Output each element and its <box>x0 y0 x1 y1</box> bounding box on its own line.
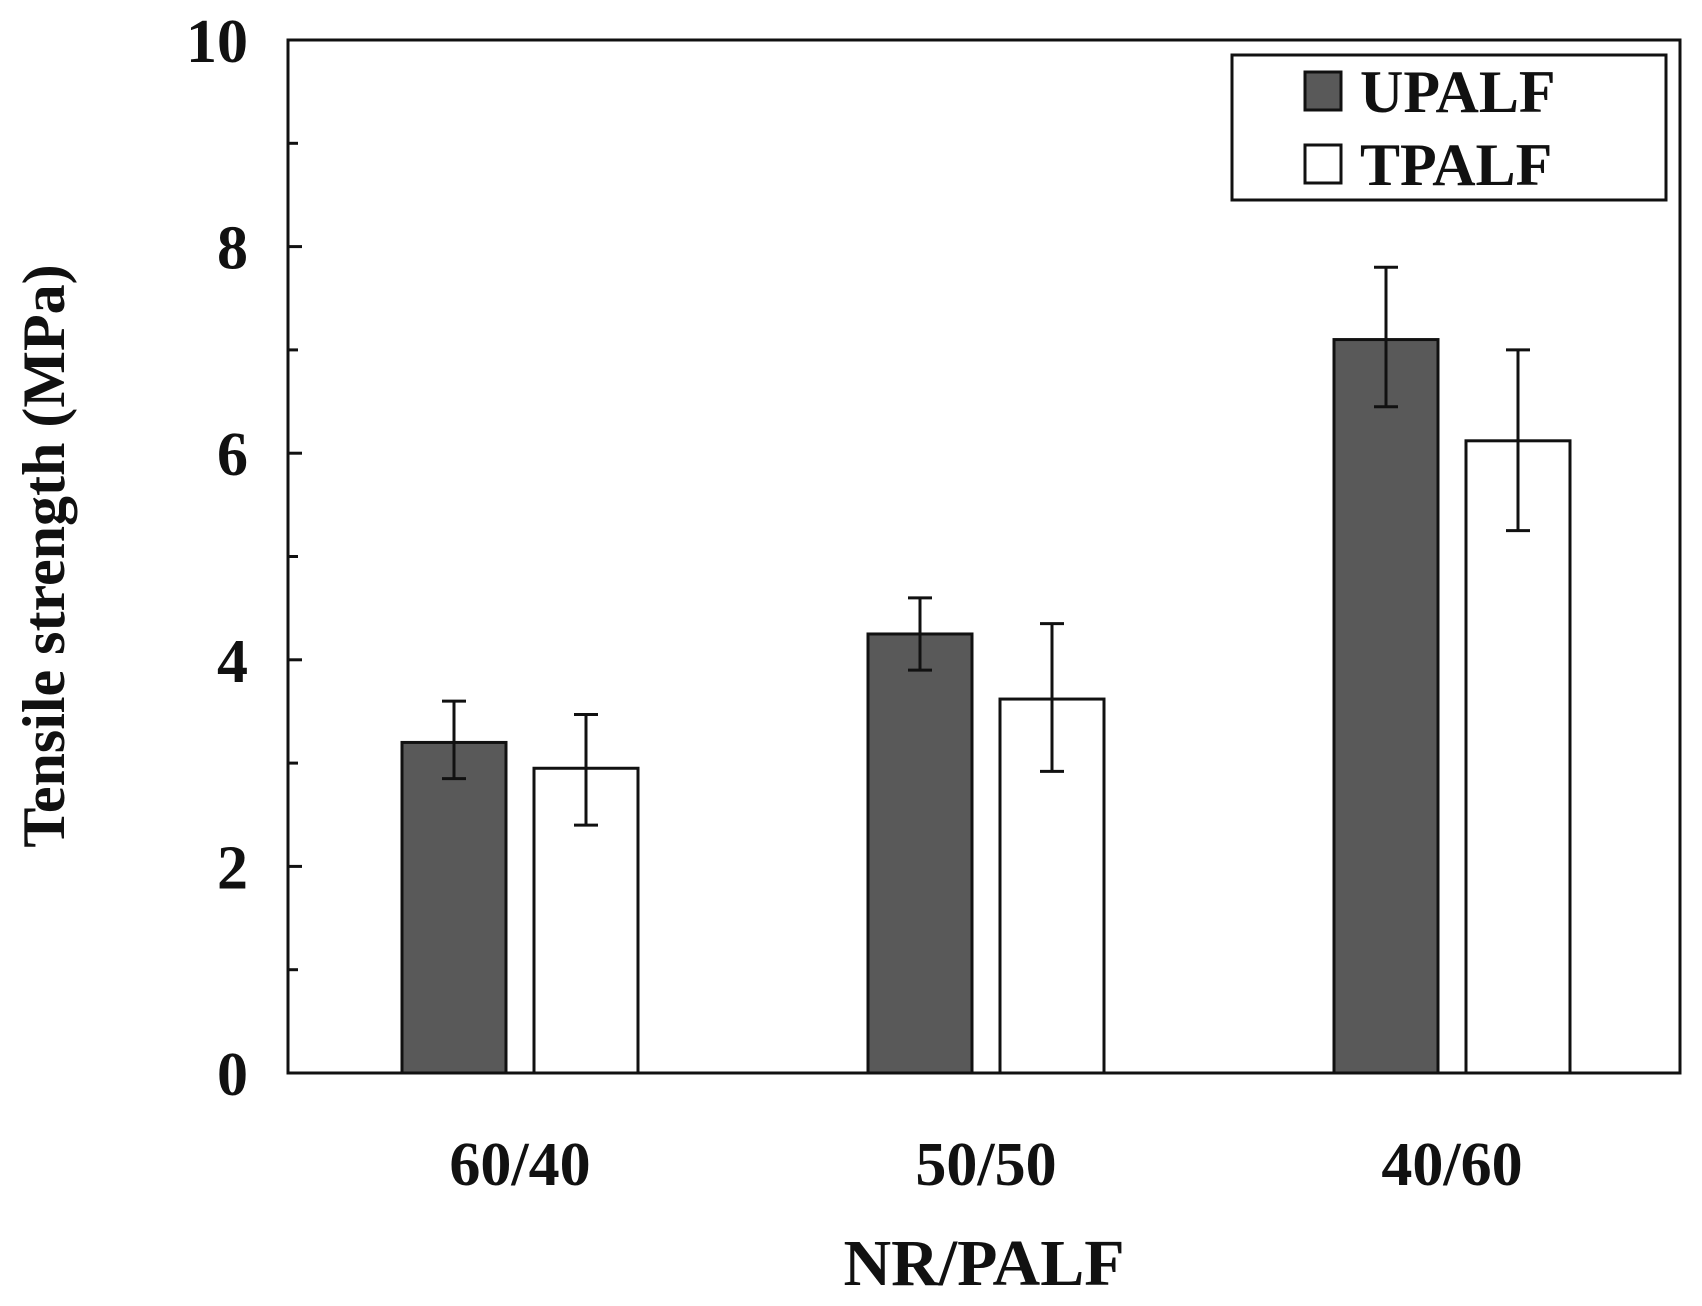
error-bar-tpalf-50-50 <box>1040 622 1064 773</box>
error-bar-upalf-50-50 <box>908 596 932 672</box>
error-bar-tpalf-60-40 <box>574 713 598 827</box>
y-tick-labels: 0 2 4 6 8 10 <box>186 8 248 1109</box>
error-bar-upalf-60-40 <box>442 699 466 781</box>
y-tick-label: 2 <box>217 834 248 902</box>
bar-tpalf-40-60 <box>1464 439 1572 1075</box>
y-axis-title: Tensile strength (MPa) <box>11 264 77 847</box>
x-axis-title: NR/PALF <box>843 1227 1124 1300</box>
error-bar-tpalf-40-60 <box>1506 348 1530 533</box>
x-tick-label: 40/60 <box>1381 1131 1522 1199</box>
legend-label-upalf: UPALF <box>1360 59 1556 125</box>
error-bar-upalf-40-60 <box>1374 265 1398 409</box>
bar-upalf-50-50 <box>866 632 974 1075</box>
y-tick-label: 4 <box>217 628 248 696</box>
error-bars <box>442 265 1530 827</box>
y-tick-label: 8 <box>217 215 248 283</box>
y-tick-label: 10 <box>186 8 248 76</box>
x-tick-labels: 60/40 50/50 40/60 <box>449 1131 1522 1199</box>
x-tick-label: 60/40 <box>449 1131 590 1199</box>
y-tick-label: 6 <box>217 421 248 489</box>
x-tick-label: 50/50 <box>915 1131 1056 1199</box>
legend-swatch-tpalf <box>1303 143 1343 185</box>
legend-label-tpalf: TPALF <box>1360 132 1552 198</box>
bar-upalf-60-40 <box>400 740 508 1075</box>
y-axis-ticks <box>288 38 302 1075</box>
legend: UPALF TPALF <box>1230 53 1668 202</box>
bars <box>400 338 1572 1075</box>
y-tick-label: 0 <box>217 1041 248 1109</box>
bar-upalf-40-60 <box>1332 338 1440 1075</box>
legend-swatch-upalf <box>1303 70 1343 112</box>
